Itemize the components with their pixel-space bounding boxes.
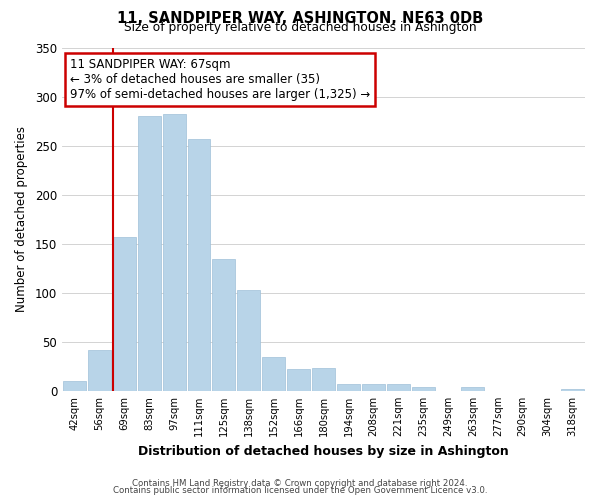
Bar (387, 384, 410, 391)
Bar (88, 350, 111, 391)
Bar (188, 139, 211, 391)
Bar (212, 260, 235, 391)
Bar (287, 370, 310, 391)
Bar (238, 290, 260, 391)
Bar (561, 389, 584, 391)
Bar (362, 384, 385, 391)
Bar (163, 114, 185, 391)
Text: 11, SANDPIPER WAY, ASHINGTON, NE63 0DB: 11, SANDPIPER WAY, ASHINGTON, NE63 0DB (117, 11, 483, 26)
Bar (262, 356, 285, 391)
Bar (113, 237, 136, 391)
Bar (461, 387, 484, 391)
Bar (337, 384, 360, 391)
Bar (412, 387, 434, 391)
X-axis label: Distribution of detached houses by size in Ashington: Distribution of detached houses by size … (138, 444, 509, 458)
Y-axis label: Number of detached properties: Number of detached properties (15, 126, 28, 312)
Text: Size of property relative to detached houses in Ashington: Size of property relative to detached ho… (124, 22, 476, 35)
Bar (312, 368, 335, 391)
Bar (63, 381, 86, 391)
Text: 11 SANDPIPER WAY: 67sqm
← 3% of detached houses are smaller (35)
97% of semi-det: 11 SANDPIPER WAY: 67sqm ← 3% of detached… (70, 58, 370, 101)
Text: Contains HM Land Registry data © Crown copyright and database right 2024.: Contains HM Land Registry data © Crown c… (132, 478, 468, 488)
Bar (138, 116, 161, 391)
Text: Contains public sector information licensed under the Open Government Licence v3: Contains public sector information licen… (113, 486, 487, 495)
